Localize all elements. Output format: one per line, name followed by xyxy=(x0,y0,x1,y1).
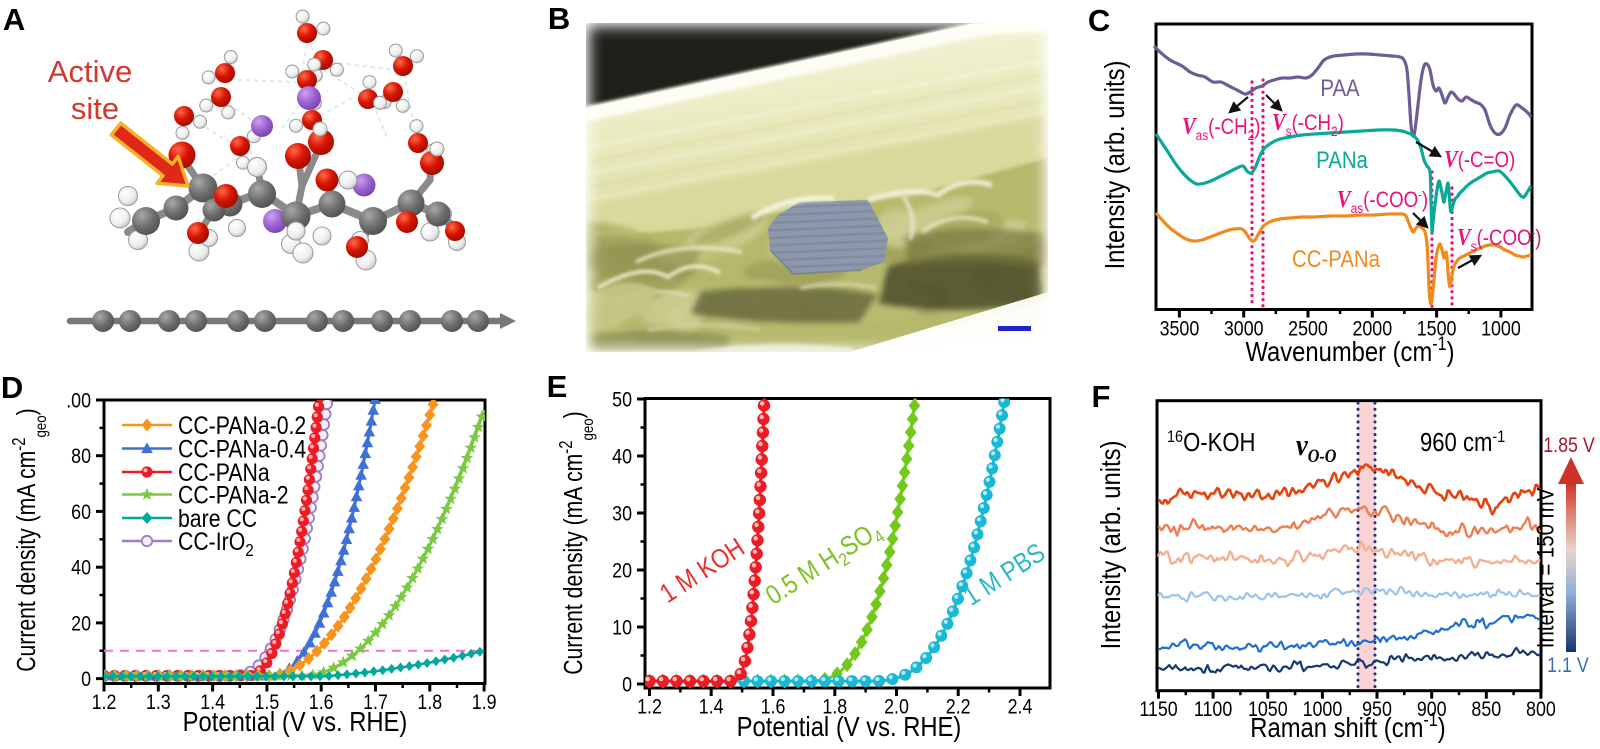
svg-text:1500: 1500 xyxy=(1417,317,1457,341)
svg-text:PANa: PANa xyxy=(1316,146,1368,173)
svg-text:3500: 3500 xyxy=(1160,317,1200,341)
svg-text:3000: 3000 xyxy=(1224,317,1264,341)
svg-text:Potential (V vs. RHE): Potential (V vs. RHE) xyxy=(737,710,962,742)
svg-text:Vas(-COO-): Vas(-COO-) xyxy=(1337,185,1428,216)
svg-text:Intensity (arb. units): Intensity (arb. units) xyxy=(1094,441,1126,650)
svg-text:C: C xyxy=(1088,3,1110,38)
svg-text:F: F xyxy=(1092,379,1111,414)
svg-text:850: 850 xyxy=(1471,698,1501,722)
svg-text:960 cm-1: 960 cm-1 xyxy=(1420,428,1505,457)
svg-text:B: B xyxy=(548,1,570,36)
svg-text:900: 900 xyxy=(1417,698,1447,722)
svg-text:D: D xyxy=(1,370,23,405)
svg-text:Vs(-COO-): Vs(-COO-) xyxy=(1457,223,1541,254)
svg-text:0: 0 xyxy=(622,673,632,697)
svg-text:Potential (V vs. RHE): Potential (V vs. RHE) xyxy=(183,705,408,737)
svg-text:40: 40 xyxy=(612,445,632,469)
svg-text:Intensity (arb. units): Intensity (arb. units) xyxy=(1098,61,1130,270)
svg-text:2500: 2500 xyxy=(1288,317,1328,341)
svg-text:20: 20 xyxy=(71,612,91,636)
svg-text:1.6: 1.6 xyxy=(761,695,786,719)
svg-text:CC-PANa-0.2: CC-PANa-0.2 xyxy=(178,411,306,439)
svg-text:site: site xyxy=(71,91,119,126)
svg-text:1.7: 1.7 xyxy=(363,691,388,715)
svg-text:1.4: 1.4 xyxy=(200,691,225,715)
svg-text:Interval = 150 mV: Interval = 150 mV xyxy=(1532,488,1559,649)
svg-text:CC-PANa: CC-PANa xyxy=(1292,245,1381,272)
svg-text:800: 800 xyxy=(1526,698,1556,722)
svg-text:1.3: 1.3 xyxy=(146,691,171,715)
svg-text:80: 80 xyxy=(71,445,91,469)
svg-text:10: 10 xyxy=(612,616,632,640)
svg-text:1000: 1000 xyxy=(1481,317,1521,341)
svg-text:40: 40 xyxy=(71,556,91,580)
svg-text:1.9: 1.9 xyxy=(472,691,497,715)
svg-text:1.6: 1.6 xyxy=(309,691,334,715)
svg-text:1150: 1150 xyxy=(1139,698,1178,722)
svg-text:0: 0 xyxy=(81,668,91,692)
svg-text:1.8: 1.8 xyxy=(417,691,442,715)
svg-text:V(-C=O): V(-C=O) xyxy=(1444,145,1515,172)
svg-text:1.1 V: 1.1 V xyxy=(1547,654,1589,678)
svg-text:1.8: 1.8 xyxy=(822,695,847,719)
svg-text:CC-PANa-2: CC-PANa-2 xyxy=(178,481,289,509)
svg-text:60: 60 xyxy=(71,501,91,525)
svg-text:CC-PANa: CC-PANa xyxy=(178,458,270,486)
svg-text:Raman shift (cm-1): Raman shift (cm-1) xyxy=(1250,709,1445,744)
svg-text:.00: .00 xyxy=(66,389,91,413)
svg-text:1.5: 1.5 xyxy=(254,691,279,715)
svg-text:20: 20 xyxy=(612,559,632,583)
svg-text:A: A xyxy=(3,2,25,37)
svg-text:16O-KOH: 16O-KOH xyxy=(1167,428,1255,457)
svg-text:1.85 V: 1.85 V xyxy=(1543,434,1595,458)
svg-text:1100: 1100 xyxy=(1194,698,1233,722)
svg-text:2.0: 2.0 xyxy=(884,695,909,719)
svg-text:30: 30 xyxy=(612,502,632,526)
svg-text:1050: 1050 xyxy=(1248,698,1288,722)
svg-text:Wavenumber (cm-1): Wavenumber (cm-1) xyxy=(1245,333,1454,368)
svg-text:CC-PANa-0.4: CC-PANa-0.4 xyxy=(178,435,306,463)
svg-text:1000: 1000 xyxy=(1303,698,1343,722)
svg-text:bare CC: bare CC xyxy=(178,504,257,532)
svg-text:2000: 2000 xyxy=(1352,317,1392,341)
svg-text:vO-O: vO-O xyxy=(1296,428,1337,466)
svg-text:2.4: 2.4 xyxy=(1008,695,1033,719)
svg-text:E: E xyxy=(547,369,568,404)
svg-text:950: 950 xyxy=(1362,698,1392,722)
svg-text:CC-IrO2: CC-IrO2 xyxy=(178,527,254,560)
svg-text:Active: Active xyxy=(48,54,132,89)
svg-text:1.2: 1.2 xyxy=(637,695,662,719)
svg-text:2.2: 2.2 xyxy=(946,695,971,719)
svg-text:1.2: 1.2 xyxy=(92,691,117,715)
svg-text:PAA: PAA xyxy=(1320,74,1359,101)
svg-text:50: 50 xyxy=(612,388,632,412)
svg-text:1.4: 1.4 xyxy=(699,695,724,719)
